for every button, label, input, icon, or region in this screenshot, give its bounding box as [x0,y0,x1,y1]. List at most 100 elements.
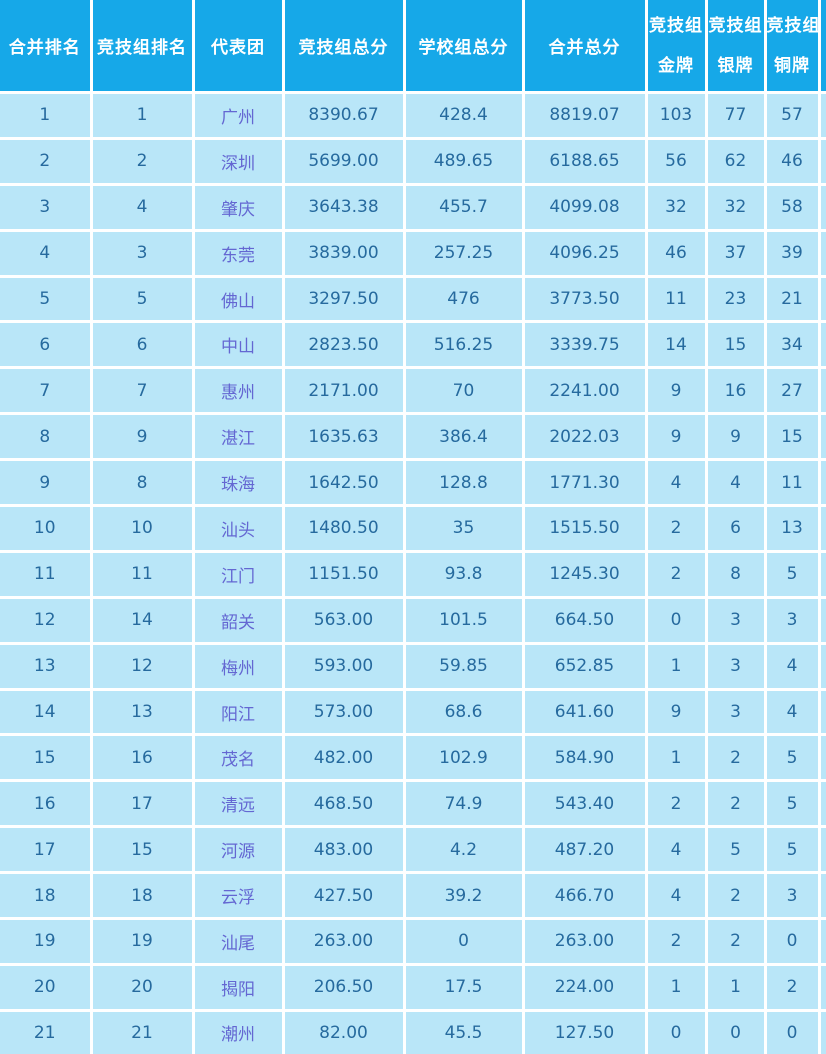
cell-combined-rank: 10 [0,505,93,553]
cutoff-cell [819,734,826,783]
cell-delegation: 惠州 [193,367,285,416]
cell-combined-rank: 18 [0,872,93,921]
cell-bronze: 15 [765,413,821,462]
cell-competitive-score: 3297.50 [283,276,406,324]
delegation-link[interactable]: 肇庆 [221,199,255,220]
cell-competitive-score: 5699.00 [283,138,406,186]
col-header-school-score: 学校组总分 [404,0,525,94]
cell-silver: 3 [706,597,767,645]
table-row: 1 1 广州 8390.67 428.4 8819.07 103 77 57 [0,92,826,140]
delegation-link[interactable]: 深圳 [221,153,255,174]
delegation-link[interactable]: 汕头 [221,520,255,541]
cell-combined-rank: 11 [0,551,93,599]
cell-gold: 14 [646,321,708,370]
cell-competitive-rank: 3 [91,230,195,278]
delegation-link[interactable]: 广州 [221,107,255,128]
delegation-link[interactable]: 江门 [221,566,255,587]
cell-combined-rank: 3 [0,184,93,232]
col-header-gold-line2: 金牌 [658,55,694,76]
cutoff-cell [819,92,826,140]
cell-silver: 5 [706,826,767,875]
cell-combined-score: 8819.07 [523,92,648,140]
cell-competitive-score: 1480.50 [283,505,406,553]
cell-competitive-rank: 8 [91,459,195,508]
delegation-link[interactable]: 佛山 [221,291,255,312]
cell-combined-score: 3339.75 [523,321,648,370]
cutoff-cell [819,872,826,921]
cell-school-score: 70 [404,367,525,416]
table-row: 6 6 中山 2823.50 516.25 3339.75 14 15 34 [0,321,826,370]
cell-competitive-score: 427.50 [283,872,406,921]
cell-school-score: 476 [404,276,525,324]
delegation-link[interactable]: 汕尾 [221,933,255,954]
cell-combined-rank: 8 [0,413,93,462]
cell-combined-rank: 13 [0,643,93,691]
cell-competitive-score: 206.50 [283,964,406,1012]
cell-combined-rank: 19 [0,918,93,966]
cell-combined-score: 2241.00 [523,367,648,416]
cell-gold: 11 [646,276,708,324]
delegation-link[interactable]: 清远 [221,796,255,817]
cell-delegation: 江门 [193,551,285,599]
cell-bronze: 39 [765,230,821,278]
col-header-silver-line1: 竞技组 [708,15,763,36]
cell-school-score: 35 [404,505,525,553]
cell-gold: 46 [646,230,708,278]
cell-bronze: 4 [765,643,821,691]
cell-bronze: 11 [765,459,821,508]
col-header-competitive-rank: 竞技组排名 [91,0,195,94]
cell-competitive-rank: 5 [91,276,195,324]
delegation-link[interactable]: 阳江 [221,704,255,725]
delegation-link[interactable]: 珠海 [221,475,255,496]
cell-delegation: 中山 [193,321,285,370]
cell-silver: 32 [706,184,767,232]
cell-delegation: 河源 [193,826,285,875]
table-row: 18 18 云浮 427.50 39.2 466.70 4 2 3 [0,872,826,921]
cell-silver: 37 [706,230,767,278]
delegation-link[interactable]: 韶关 [221,612,255,633]
table-row: 7 7 惠州 2171.00 70 2241.00 9 16 27 [0,367,826,416]
cell-gold: 0 [646,597,708,645]
cell-school-score: 101.5 [404,597,525,645]
delegation-link[interactable]: 茂名 [221,750,255,771]
cell-silver: 3 [706,643,767,691]
delegation-link[interactable]: 梅州 [221,658,255,679]
cell-competitive-rank: 19 [91,918,195,966]
col-header-silver-line2: 银牌 [717,55,754,76]
cell-gold: 0 [646,1010,708,1054]
table-row: 12 14 韶关 563.00 101.5 664.50 0 3 3 [0,597,826,645]
cell-gold: 56 [646,138,708,186]
delegation-link[interactable]: 惠州 [221,383,255,404]
cutoff-cell [819,964,826,1012]
cell-bronze: 46 [765,138,821,186]
cell-silver: 2 [706,780,767,829]
cutoff-cell [819,184,826,232]
delegation-link[interactable]: 揭阳 [221,979,255,1000]
table-row: 19 19 汕尾 263.00 0 263.00 2 2 0 [0,918,826,966]
table-row: 14 13 阳江 573.00 68.6 641.60 9 3 4 [0,689,826,737]
delegation-link[interactable]: 湛江 [221,429,255,450]
cell-delegation: 云浮 [193,872,285,921]
cell-competitive-rank: 15 [91,826,195,875]
delegation-link[interactable]: 东莞 [221,245,255,266]
cell-competitive-score: 573.00 [283,689,406,737]
delegation-link[interactable]: 中山 [221,337,255,358]
cell-school-score: 516.25 [404,321,525,370]
delegation-link[interactable]: 河源 [221,842,255,863]
cell-bronze: 4 [765,689,821,737]
cell-competitive-score: 3643.38 [283,184,406,232]
cell-competitive-rank: 1 [91,92,195,140]
cell-gold: 9 [646,413,708,462]
cell-combined-score: 6188.65 [523,138,648,186]
cell-delegation: 湛江 [193,413,285,462]
delegation-link[interactable]: 潮州 [221,1025,255,1046]
cell-school-score: 455.7 [404,184,525,232]
cutoff-column-header [819,0,826,94]
cell-combined-score: 263.00 [523,918,648,966]
cell-combined-rank: 16 [0,780,93,829]
cell-bronze: 34 [765,321,821,370]
col-header-bronze-line2: 铜牌 [774,55,810,76]
cell-gold: 32 [646,184,708,232]
col-header-bronze-line1: 竞技组 [766,15,819,36]
delegation-link[interactable]: 云浮 [221,888,255,909]
